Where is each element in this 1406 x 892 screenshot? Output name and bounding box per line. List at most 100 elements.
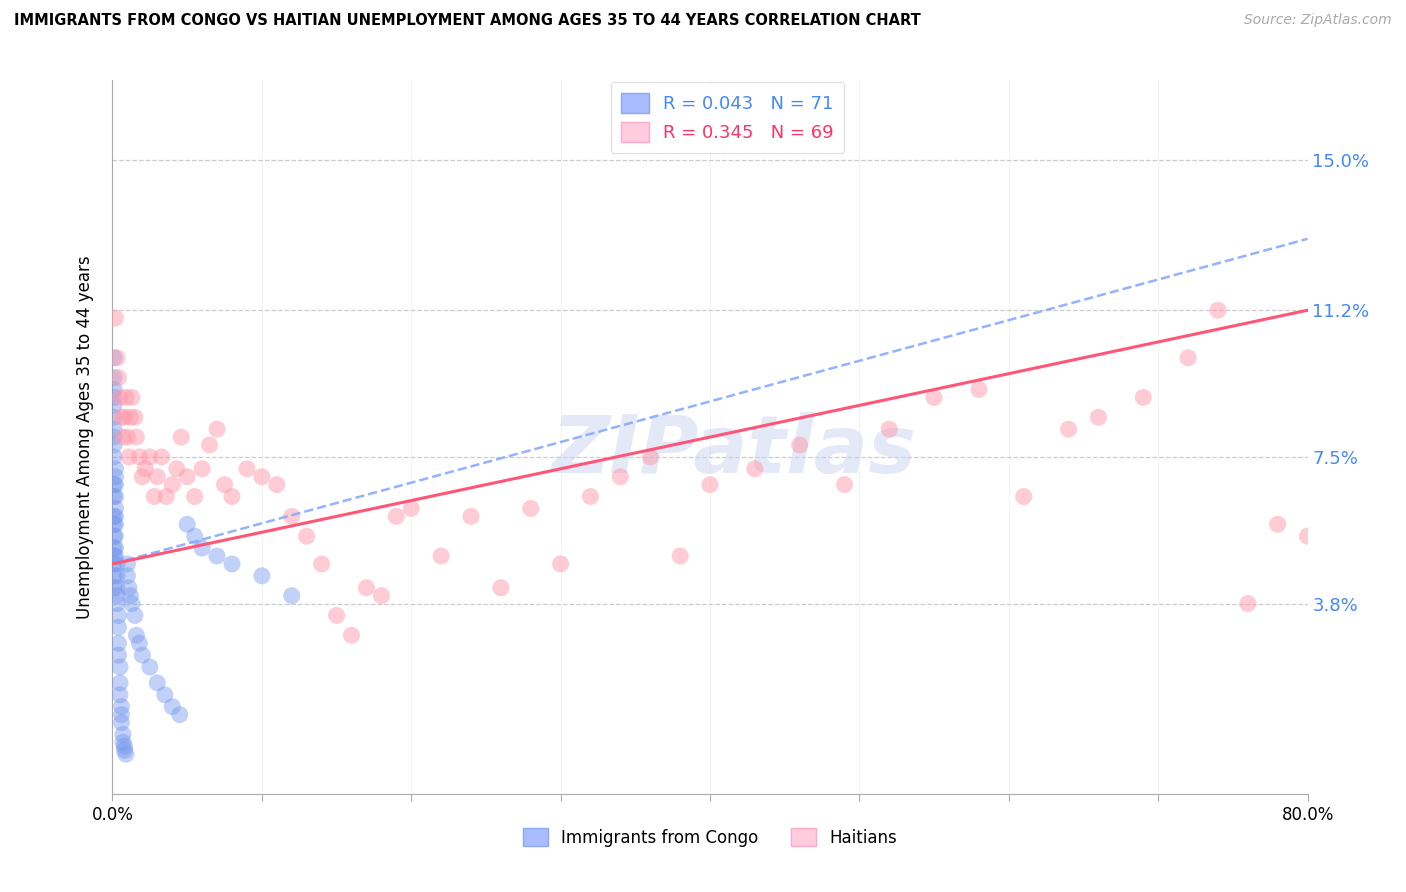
Point (162, 477, 183, 491)
Point (108, 391, 131, 405)
Point (111, 735, 134, 749)
Point (103, 569, 125, 583)
Point (103, 509, 125, 524)
Point (143, 490, 166, 504)
Point (103, 557, 125, 571)
Point (107, 608, 129, 623)
Point (108, 676, 131, 690)
Point (205, 422, 228, 436)
Point (609, 469, 631, 483)
Point (105, 557, 128, 571)
Point (166, 462, 188, 476)
Point (118, 450, 141, 464)
Point (1012, 490, 1035, 504)
Point (191, 462, 214, 476)
Point (103, 517, 125, 532)
Point (311, 557, 333, 571)
Point (221, 490, 243, 504)
Point (103, 541, 125, 555)
Y-axis label: Unemployment Among Ages 35 to 44 years: Unemployment Among Ages 35 to 44 years (76, 255, 94, 619)
Point (139, 450, 162, 464)
Point (114, 743, 135, 757)
Text: Source: ZipAtlas.com: Source: ZipAtlas.com (1244, 13, 1392, 28)
Point (153, 688, 176, 702)
Point (104, 549, 127, 563)
Point (110, 699, 132, 714)
Point (103, 351, 125, 365)
Point (104, 529, 127, 543)
Point (104, 477, 127, 491)
Point (191, 541, 214, 555)
Point (131, 648, 153, 662)
Point (401, 501, 423, 516)
Point (103, 581, 125, 595)
Point (1177, 351, 1199, 365)
Point (1087, 410, 1109, 425)
Point (104, 517, 127, 532)
Point (385, 509, 408, 524)
Point (170, 430, 193, 444)
Point (699, 477, 721, 491)
Point (1132, 391, 1154, 405)
Point (520, 501, 543, 516)
Point (176, 469, 198, 483)
Point (118, 581, 141, 595)
Point (105, 581, 128, 595)
Point (103, 410, 125, 425)
Point (356, 581, 378, 595)
Point (108, 688, 131, 702)
Point (105, 351, 128, 365)
Point (221, 557, 243, 571)
Point (104, 462, 127, 476)
Point (789, 438, 811, 452)
Point (150, 450, 173, 464)
Point (117, 569, 139, 583)
Point (115, 391, 138, 405)
Point (125, 628, 148, 642)
Point (460, 509, 482, 524)
Point (205, 549, 228, 563)
Point (124, 608, 146, 623)
Point (1267, 517, 1289, 532)
Point (183, 490, 205, 504)
Point (103, 370, 125, 384)
Point (879, 422, 901, 436)
Point (104, 509, 127, 524)
Point (139, 660, 162, 674)
Point (120, 410, 142, 425)
Point (669, 549, 692, 563)
Point (107, 370, 129, 384)
Point (1206, 303, 1229, 318)
Point (550, 557, 572, 571)
Point (117, 557, 139, 571)
Point (104, 469, 127, 483)
Point (121, 597, 143, 611)
Point (103, 422, 125, 436)
Point (236, 462, 259, 476)
Point (104, 501, 127, 516)
Point (107, 636, 129, 650)
Point (744, 462, 766, 476)
Point (1296, 529, 1319, 543)
Point (103, 549, 125, 563)
Point (107, 620, 129, 634)
Point (107, 648, 129, 662)
Point (325, 608, 347, 623)
Point (1057, 422, 1080, 436)
Point (114, 739, 135, 754)
Point (125, 430, 148, 444)
Point (103, 450, 125, 464)
Point (579, 490, 602, 504)
Point (124, 410, 146, 425)
Point (281, 509, 304, 524)
Point (103, 430, 125, 444)
Point (146, 676, 169, 690)
Point (103, 383, 125, 397)
Point (121, 391, 143, 405)
Point (105, 589, 128, 603)
Point (340, 628, 363, 642)
Point (198, 438, 221, 452)
Point (120, 589, 142, 603)
Point (489, 581, 512, 595)
Point (295, 529, 318, 543)
